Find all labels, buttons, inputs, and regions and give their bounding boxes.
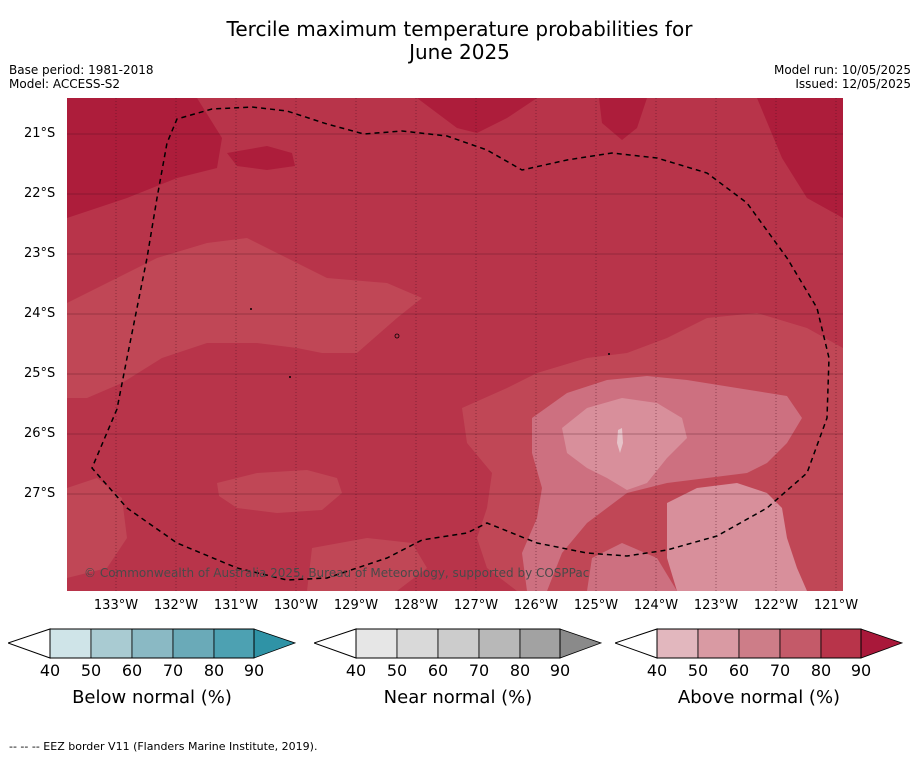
island bbox=[394, 333, 400, 339]
meta-right: Model run: 10/05/2025 Issued: 12/05/2025 bbox=[774, 63, 911, 91]
colorbar-tick: 90 bbox=[243, 661, 265, 680]
colorbar-swatch bbox=[49, 628, 92, 659]
lon-label: 127°W bbox=[453, 598, 499, 613]
lon-label: 122°W bbox=[753, 598, 799, 613]
lon-label: 132°W bbox=[153, 598, 199, 613]
lat-label: 27°S bbox=[24, 486, 56, 501]
lon-label: 130°W bbox=[273, 598, 319, 613]
colorbar-extend-high bbox=[860, 628, 903, 659]
colorbar-tick: 70 bbox=[769, 661, 791, 680]
lat-label: 22°S bbox=[24, 186, 56, 201]
lon-label: 129°W bbox=[333, 598, 379, 613]
title-line-2: June 2025 bbox=[409, 40, 510, 64]
island bbox=[250, 308, 252, 310]
map-title: Tercile maximum temperature probabilitie… bbox=[0, 18, 919, 64]
issued-date: Issued: 12/05/2025 bbox=[795, 77, 911, 91]
latitude-lines bbox=[67, 133, 843, 495]
lat-label: 25°S bbox=[24, 366, 56, 381]
model-run: Model run: 10/05/2025 bbox=[773, 63, 911, 77]
region-90-ne bbox=[757, 98, 843, 218]
model-name: Model: ACCESS-S2 bbox=[9, 77, 121, 91]
colorbar-tick: 70 bbox=[162, 661, 184, 680]
title-line-1: Tercile maximum temperature probabilitie… bbox=[226, 17, 693, 41]
colorbar-tick: 40 bbox=[646, 661, 668, 680]
colorbar-tick: 80 bbox=[509, 661, 531, 680]
colorbar-tick: 80 bbox=[810, 661, 832, 680]
colorbar-extend-high bbox=[559, 628, 602, 659]
island bbox=[289, 376, 291, 378]
colorbar-near-normal bbox=[314, 628, 602, 659]
meta-left: Base period: 1981-2018 Model: ACCESS-S2 bbox=[9, 63, 154, 91]
island bbox=[608, 353, 610, 355]
region-70-80-sw bbox=[67, 478, 127, 578]
region-70-80-south2 bbox=[307, 538, 427, 591]
colorbar-tick: 50 bbox=[80, 661, 102, 680]
region-90-north bbox=[417, 98, 537, 133]
colorbar-swatch bbox=[697, 628, 740, 659]
lon-label: 131°W bbox=[213, 598, 259, 613]
colorbar-swatch bbox=[779, 628, 822, 659]
colorbar-tick: 50 bbox=[386, 661, 408, 680]
colorbar-above-normal bbox=[615, 628, 903, 659]
colorbar-tick: 60 bbox=[427, 661, 449, 680]
region-40-50 bbox=[617, 428, 623, 453]
colorbar-swatch bbox=[738, 628, 781, 659]
colorbar-tick: 60 bbox=[121, 661, 143, 680]
region-90-nw bbox=[67, 98, 222, 218]
lon-label: 126°W bbox=[513, 598, 559, 613]
lon-label: 121°W bbox=[813, 598, 859, 613]
colorbar-swatch bbox=[656, 628, 699, 659]
copyright-notice: © Commonwealth of Australia 2025, Bureau… bbox=[84, 566, 590, 580]
region-90-small bbox=[227, 146, 295, 170]
lat-label: 26°S bbox=[24, 426, 56, 441]
colorbar-label-below: Below normal (%) bbox=[72, 687, 232, 708]
eez-footnote: -- -- -- EEZ border V11 (Flanders Marine… bbox=[9, 740, 318, 753]
lon-label: 123°W bbox=[693, 598, 739, 613]
lon-label: 124°W bbox=[633, 598, 679, 613]
colorbar-extend-low bbox=[8, 628, 51, 659]
region-50-60-se bbox=[667, 483, 807, 591]
map-canvas bbox=[67, 98, 843, 591]
colorbar-tick: 70 bbox=[468, 661, 490, 680]
colorbar-tick: 80 bbox=[203, 661, 225, 680]
colorbar-outline bbox=[49, 628, 255, 659]
region-70-80-west bbox=[67, 238, 422, 398]
probability-map bbox=[67, 98, 843, 591]
colorbar-tick: 90 bbox=[549, 661, 571, 680]
colorbar-tick: 50 bbox=[687, 661, 709, 680]
colorbar-swatch bbox=[820, 628, 862, 659]
colorbar-tick: 60 bbox=[728, 661, 750, 680]
colorbar-extend-high bbox=[253, 628, 296, 659]
graticule bbox=[115, 98, 837, 591]
colorbar-tick: 40 bbox=[345, 661, 367, 680]
lon-label: 125°W bbox=[573, 598, 619, 613]
lat-label: 23°S bbox=[24, 246, 56, 261]
colorbar-tick: 40 bbox=[39, 661, 61, 680]
colorbar-swatch bbox=[355, 628, 398, 659]
region-70-80-south bbox=[217, 470, 342, 513]
colorbar-outline bbox=[355, 628, 561, 659]
colorbar-swatch bbox=[90, 628, 133, 659]
colorbar-tick: 90 bbox=[850, 661, 872, 680]
colorbar-swatch bbox=[396, 628, 439, 659]
colorbar-swatch bbox=[213, 628, 255, 659]
colorbar-below-normal bbox=[8, 628, 296, 659]
base-period: Base period: 1981-2018 bbox=[9, 63, 154, 77]
lon-label: 133°W bbox=[93, 598, 139, 613]
colorbar-extend-low bbox=[314, 628, 357, 659]
colorbar-extend-low bbox=[615, 628, 658, 659]
colorbar-swatch bbox=[172, 628, 215, 659]
lon-label: 128°W bbox=[393, 598, 439, 613]
region-90-north2 bbox=[599, 98, 647, 140]
lat-label: 24°S bbox=[24, 306, 56, 321]
colorbar-label-near: Near normal (%) bbox=[383, 687, 533, 708]
colorbar-outline bbox=[656, 628, 862, 659]
colorbar-swatch bbox=[131, 628, 174, 659]
lat-label: 21°S bbox=[24, 126, 56, 141]
colorbar-swatch bbox=[519, 628, 561, 659]
colorbar-label-above: Above normal (%) bbox=[677, 687, 841, 708]
colorbar-swatch bbox=[478, 628, 521, 659]
colorbar-swatch bbox=[437, 628, 480, 659]
eez-border bbox=[91, 106, 830, 581]
